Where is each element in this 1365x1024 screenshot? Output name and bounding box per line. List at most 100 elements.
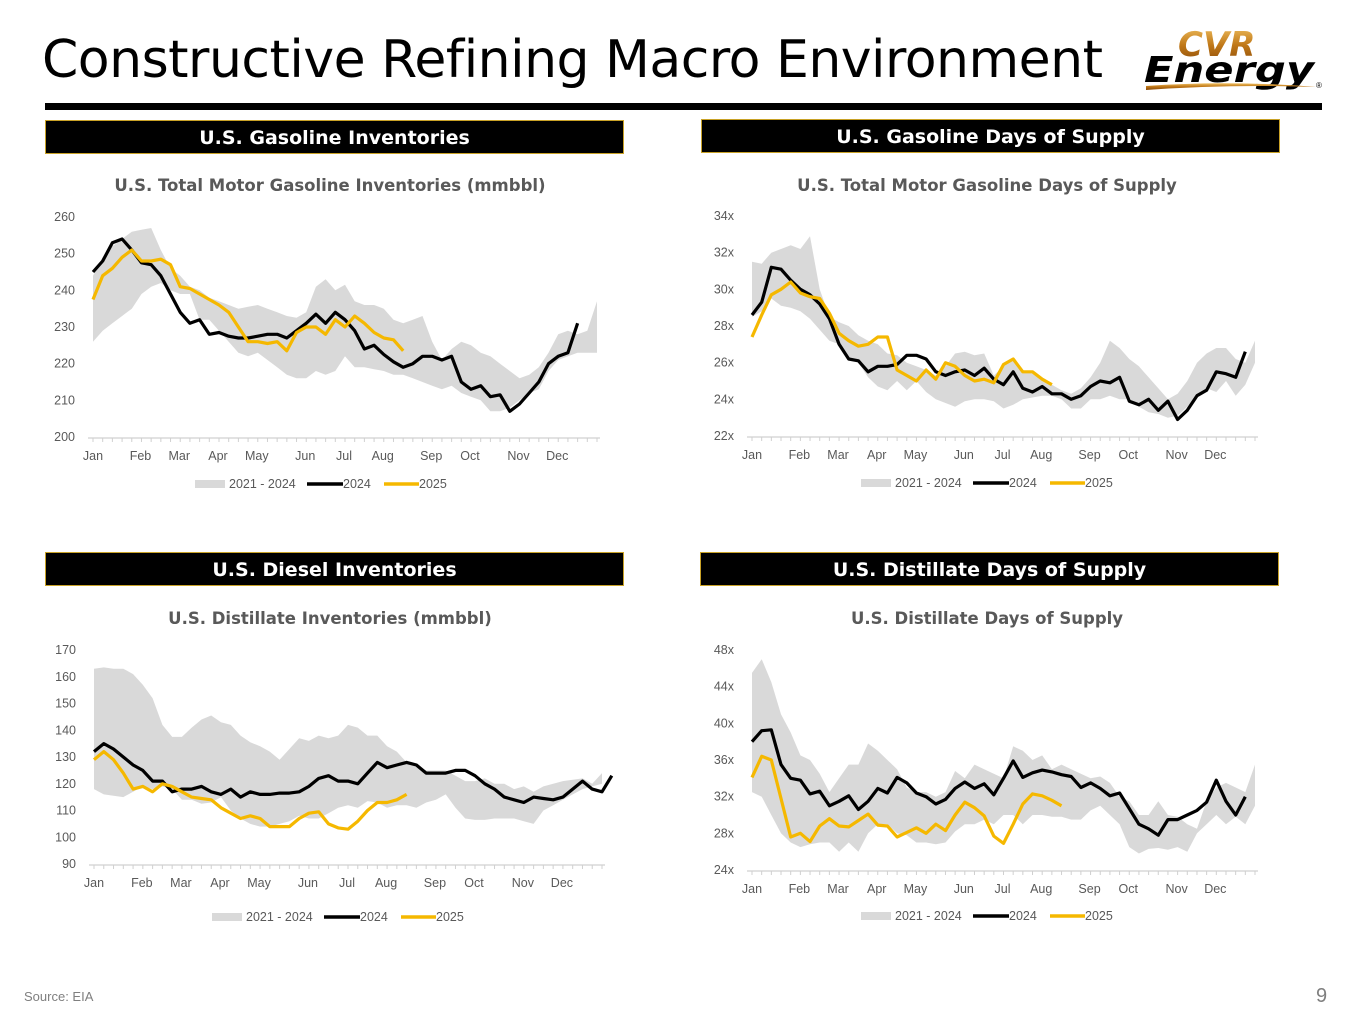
y-tick-label: 28x (714, 319, 735, 333)
x-tick-label: Jan (84, 876, 104, 890)
y-tick-label: 34x (714, 209, 735, 223)
x-tick-label: Mar (827, 882, 849, 896)
series-line-2024 (91, 237, 580, 413)
x-tick-label: Apr (867, 882, 886, 896)
y-tick-label: 22x (714, 429, 735, 443)
chart-gasoline-days-supply: 22x 24x 26x 28x 30x 32x 34x Jan Feb Mar Apr May Jun J… (697, 172, 1277, 502)
y-tick-label: 36x (714, 753, 735, 767)
x-tick-label: Jun (298, 876, 318, 890)
x-tick-label: Dec (551, 876, 573, 890)
x-tick-label: Sep (424, 876, 446, 890)
x-tick-label: Sep (1078, 448, 1100, 462)
x-tick-label: Dec (1204, 882, 1226, 896)
band-2021-2024 (752, 659, 1255, 854)
series-line-2024 (750, 265, 1247, 422)
y-tick-label: 32x (714, 246, 735, 260)
panel-header-diesel-inventories: U.S. Diesel Inventories (45, 552, 624, 586)
x-tick-label: Oct (464, 876, 484, 890)
chart-svg: 24x 28x 32x 36x 40x 44x 48x Jan Feb Mar Apr May Jun J… (714, 643, 1258, 923)
x-tick-label: Jun (295, 449, 315, 463)
legend-label-2024: 2024 (360, 910, 388, 924)
legend-label-2025: 2025 (419, 477, 447, 491)
legend-swatch-band (861, 912, 891, 920)
source-note: Source: EIA (24, 989, 94, 1004)
x-tick-label: Nov (1165, 448, 1188, 462)
x-tick-label: Aug (375, 876, 397, 890)
x-tick-label: Nov (507, 449, 530, 463)
x-tick-label: Feb (789, 882, 811, 896)
x-tick-label: Jul (995, 448, 1011, 462)
x-tick-label: Sep (420, 449, 442, 463)
x-tick-label: Apr (867, 448, 886, 462)
y-tick-label: 24x (714, 863, 735, 877)
x-tick-label: Sep (1078, 882, 1100, 896)
x-tick-label: Apr (208, 449, 227, 463)
chart-title: U.S. Distillate Inventories (mmbbl) (168, 609, 492, 628)
legend-label-2024: 2024 (1009, 476, 1037, 490)
y-tick-label: 48x (714, 643, 735, 657)
y-tick-label: 140 (55, 723, 76, 737)
x-tick-label: Jan (742, 448, 762, 462)
x-tick-label: Nov (512, 876, 535, 890)
band-2021-2024 (94, 667, 602, 827)
y-tick-label: 220 (54, 357, 75, 371)
x-tick-label: Oct (1119, 882, 1139, 896)
panel-header-gasoline-inventories: U.S. Gasoline Inventories (45, 120, 624, 154)
legend-label-2025: 2025 (1085, 476, 1113, 490)
series-line-2025 (750, 754, 1063, 845)
slide-title: Constructive Refining Macro Environment (42, 30, 1103, 90)
y-tick-label: 200 (54, 430, 75, 444)
legend-label-2024: 2024 (1009, 909, 1037, 923)
y-tick-label: 150 (55, 697, 76, 711)
x-tick-label: Jul (339, 876, 355, 890)
x-tick-label: Oct (460, 449, 480, 463)
y-tick-label: 30x (714, 282, 735, 296)
x-tick-label: Nov (1165, 882, 1188, 896)
x-tick-label: Feb (130, 449, 152, 463)
y-tick-label: 240 (54, 283, 75, 297)
series-line-2025 (92, 750, 408, 831)
x-tick-label: May (904, 448, 928, 462)
y-tick-label: 40x (714, 716, 735, 730)
y-tick-label: 130 (55, 750, 76, 764)
legend-label-band: 2021 - 2024 (246, 910, 313, 924)
legend-swatch-band (195, 480, 225, 488)
x-tick-label: Aug (1030, 882, 1052, 896)
legend-swatch-band (212, 913, 242, 921)
chart-distillate-days-supply: 24x 28x 32x 36x 40x 44x 48x Jan Feb Mar Apr May Jun J… (697, 606, 1277, 936)
logo-cvr-text: CVR (1178, 25, 1255, 65)
x-tick-label: Mar (170, 876, 192, 890)
chart-svg: 90 100 110 120 130 140 150 160 170 Jan Feb Mar Apr Ma… (55, 643, 614, 924)
x-tick-label: Jul (995, 882, 1011, 896)
x-tick-label: Feb (131, 876, 153, 890)
chart-title: U.S. Total Motor Gasoline Days of Supply (797, 176, 1177, 195)
x-tick-label: Mar (168, 449, 190, 463)
y-tick-label: 26x (714, 356, 735, 370)
y-tick-label: 250 (54, 247, 75, 261)
y-tick-label: 44x (714, 680, 735, 694)
x-tick-label: Jan (742, 882, 762, 896)
x-tick-label: Feb (789, 448, 811, 462)
legend-swatch-band (861, 479, 891, 487)
legend-label-2025: 2025 (436, 910, 464, 924)
x-tick-label: Jun (954, 448, 974, 462)
x-tick-label: May (245, 449, 269, 463)
y-tick-label: 260 (54, 210, 75, 224)
y-tick-label: 120 (55, 777, 76, 791)
x-tick-label: Jun (954, 882, 974, 896)
panel-header-gasoline-days-supply: U.S. Gasoline Days of Supply (701, 119, 1280, 153)
chart-svg: 200 210 220 230 240 250 260 Jan Feb Mar Apr May Jun J… (54, 210, 600, 491)
x-tick-label: Dec (546, 449, 568, 463)
y-tick-label: 230 (54, 320, 75, 334)
y-tick-label: 210 (54, 393, 75, 407)
cvr-energy-logo: CVR Energy ® (1144, 25, 1322, 91)
legend-label-2024: 2024 (343, 477, 371, 491)
chart-title: U.S. Distillate Days of Supply (850, 609, 1124, 628)
chart-gasoline-inventories: 200 210 220 230 240 250 260 Jan Feb Mar Apr May Jun J… (40, 172, 620, 502)
chart-svg: 22x 24x 26x 28x 30x 32x 34x Jan Feb Mar Apr May Jun J… (714, 209, 1258, 490)
series-line-2025 (750, 280, 1053, 387)
y-tick-label: 90 (62, 857, 76, 871)
y-tick-label: 100 (55, 830, 76, 844)
chart-diesel-inventories: 90 100 110 120 130 140 150 160 170 Jan Feb Mar Apr Ma… (40, 606, 620, 936)
band-2021-2024 (752, 236, 1255, 418)
